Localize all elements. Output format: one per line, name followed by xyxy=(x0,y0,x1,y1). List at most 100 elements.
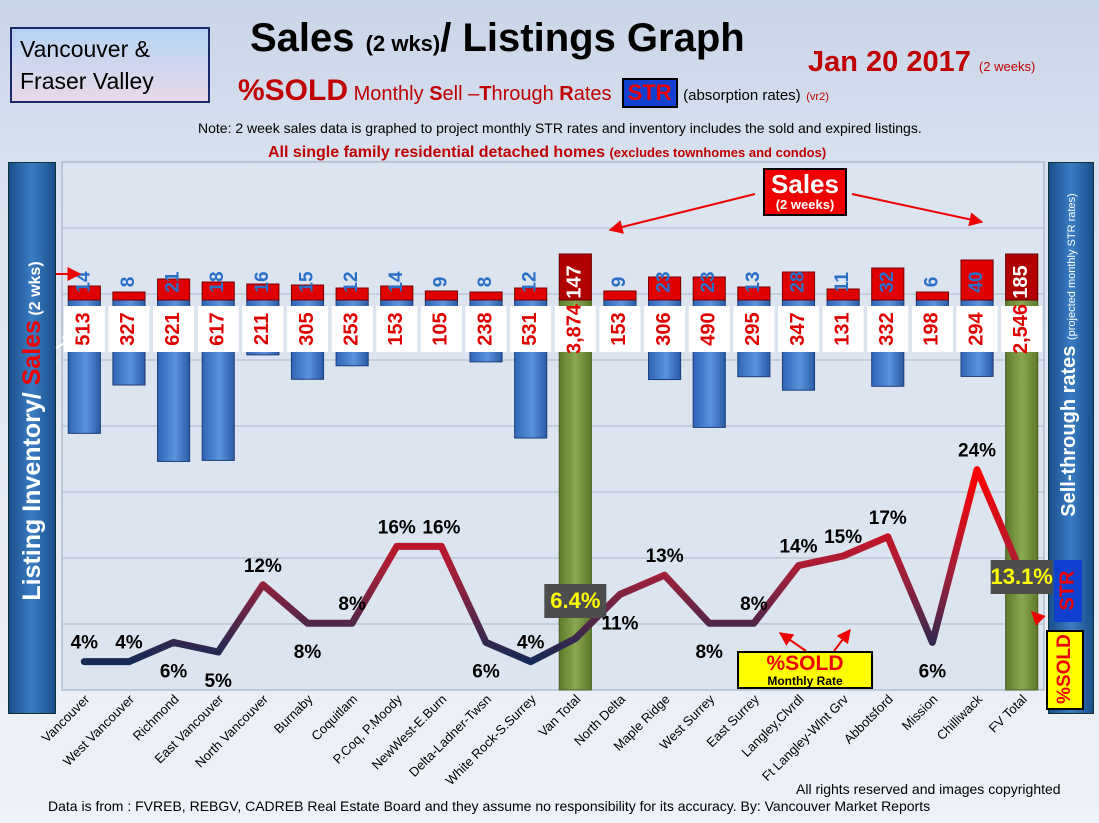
inventory-label: 2,546 xyxy=(1010,304,1032,354)
sales-bar xyxy=(469,291,503,301)
pct-label: 12% xyxy=(244,556,282,577)
inventory-label-bg xyxy=(153,306,195,352)
sales-bar xyxy=(603,290,637,301)
str-series-line xyxy=(80,466,1026,666)
inventory-label: 153 xyxy=(385,312,407,345)
sales-label: 8 xyxy=(475,277,496,288)
sales-label: 185 xyxy=(1010,265,1032,298)
version-note: (vr2) xyxy=(806,91,829,103)
str-line xyxy=(80,466,1026,666)
pct-label: 16% xyxy=(378,517,416,538)
sales-label: 32 xyxy=(877,271,898,292)
inventory-label: 327 xyxy=(117,312,139,345)
sub-onthly: onthly xyxy=(370,83,430,105)
title-part-b: (2 wks) xyxy=(365,31,441,56)
fv-str-arrow xyxy=(1031,611,1046,626)
sales-left-arrow xyxy=(608,193,756,234)
date-text: Jan 20 2017 xyxy=(808,46,971,78)
value-labels: 5131432786212161718211163051525312153141… xyxy=(63,265,1043,354)
pct-label: 13% xyxy=(646,546,684,567)
inventory-label-bg xyxy=(599,306,641,352)
percent-labels: 4% 4%6% 5%12%8%8%16% 16%6%4%6.4%11%13%8%8%1… xyxy=(71,441,1053,692)
sub-ates: ates xyxy=(573,83,612,105)
pct-label: 17% xyxy=(869,508,907,529)
sales-label: 28 xyxy=(788,271,809,292)
inventory-label-bg xyxy=(510,306,552,352)
sold-right-arrow xyxy=(833,628,851,652)
sales-bar xyxy=(67,285,101,301)
inventory-label-bg xyxy=(822,306,864,352)
sold-callout-title: %SOLD xyxy=(766,652,844,675)
sub-r: R xyxy=(559,83,574,105)
inventory-label-bg xyxy=(465,306,507,352)
category-label: Delta-Ladner-Twsn xyxy=(406,692,494,780)
sales-label: 13 xyxy=(743,271,764,292)
inventory-label-bg xyxy=(242,306,284,352)
category-label: NewWest-E.Burn xyxy=(369,692,450,773)
copyright-note: All rights reserved and images copyright… xyxy=(796,781,1061,797)
pct-label: 8% xyxy=(294,642,322,663)
sales-label: 6 xyxy=(921,277,942,288)
total-sales-bar xyxy=(1005,253,1039,301)
sales-label: 15 xyxy=(297,271,318,293)
inventory-label: 513 xyxy=(73,312,95,345)
sub-t: T xyxy=(479,83,492,105)
report-date: Jan 20 2017 (2 weeks) xyxy=(808,46,1035,79)
inventory-label: 332 xyxy=(876,312,898,345)
category-label: Chilliwack xyxy=(934,691,986,743)
inventory-label-bg xyxy=(286,306,329,352)
pct-label: 8% xyxy=(740,594,768,615)
inventory-label-bg xyxy=(733,306,775,352)
total-pct-label: 13.1% xyxy=(990,564,1052,589)
inventory-label: 253 xyxy=(340,312,362,345)
sales-bar xyxy=(871,267,905,301)
sub-m: M xyxy=(353,83,371,105)
sales-label: 11 xyxy=(832,272,853,293)
pct-label: 6% xyxy=(160,661,188,682)
inventory-label: 490 xyxy=(698,312,720,345)
inventory-label-bg xyxy=(867,306,909,352)
inventory-label-bg xyxy=(376,306,418,352)
subtitle: %SOLD Monthly Sell –Through Rates STR (ab… xyxy=(238,74,829,108)
sales-bar xyxy=(781,271,816,301)
inventory-label-bg xyxy=(644,306,686,352)
inventory-label: 3,874 xyxy=(564,303,586,354)
inventory-label: 238 xyxy=(474,312,496,345)
category-label: White Rock-S.Surrey xyxy=(442,691,539,788)
inventory-label: 153 xyxy=(608,312,630,345)
inventory-label-bg xyxy=(108,306,150,352)
sales-bar xyxy=(335,287,369,301)
absorption-note: (absorption rates) xyxy=(683,87,801,104)
scope-exclusion: (excludes townhomes and condos) xyxy=(609,145,827,160)
pct-label: 8% xyxy=(338,594,366,615)
sales-label: 9 xyxy=(430,277,451,288)
sold-vertical-badge: %SOLD xyxy=(1046,630,1084,710)
sales-callout-sub: (2 weeks) xyxy=(775,197,835,212)
region-box: Vancouver & Fraser Valley xyxy=(10,27,210,103)
sales-bar xyxy=(112,291,146,301)
total-pct-bg xyxy=(990,560,1053,594)
pct-label: 4% xyxy=(71,633,99,654)
inventory-label: 305 xyxy=(296,312,318,345)
sales-bar xyxy=(514,287,548,301)
inventory-label: 105 xyxy=(430,312,452,345)
total-pct-label: 6.4% xyxy=(550,588,600,613)
inventory-label: 347 xyxy=(787,312,809,345)
pct-label: 14% xyxy=(779,537,817,558)
sub-dash: – xyxy=(468,83,480,105)
category-label: FV Total xyxy=(986,691,1030,735)
inventory-label-bg xyxy=(420,306,462,352)
sales-bar xyxy=(424,290,458,301)
inventory-label: 198 xyxy=(921,312,943,345)
sales-bar xyxy=(692,276,726,301)
sales-bar xyxy=(157,278,191,301)
inventory-label-bg xyxy=(331,306,373,352)
inventory-label: 617 xyxy=(207,312,229,345)
category-label: Abbotsford xyxy=(841,692,896,747)
sold-callout-sub: Monthly Rate xyxy=(767,674,843,688)
inventory-label: 211 xyxy=(251,313,273,345)
sales-right-arrow xyxy=(851,193,984,227)
sales-bar xyxy=(826,288,860,301)
pct-label: 5% xyxy=(204,671,232,692)
sales-label: 23 xyxy=(698,271,719,292)
